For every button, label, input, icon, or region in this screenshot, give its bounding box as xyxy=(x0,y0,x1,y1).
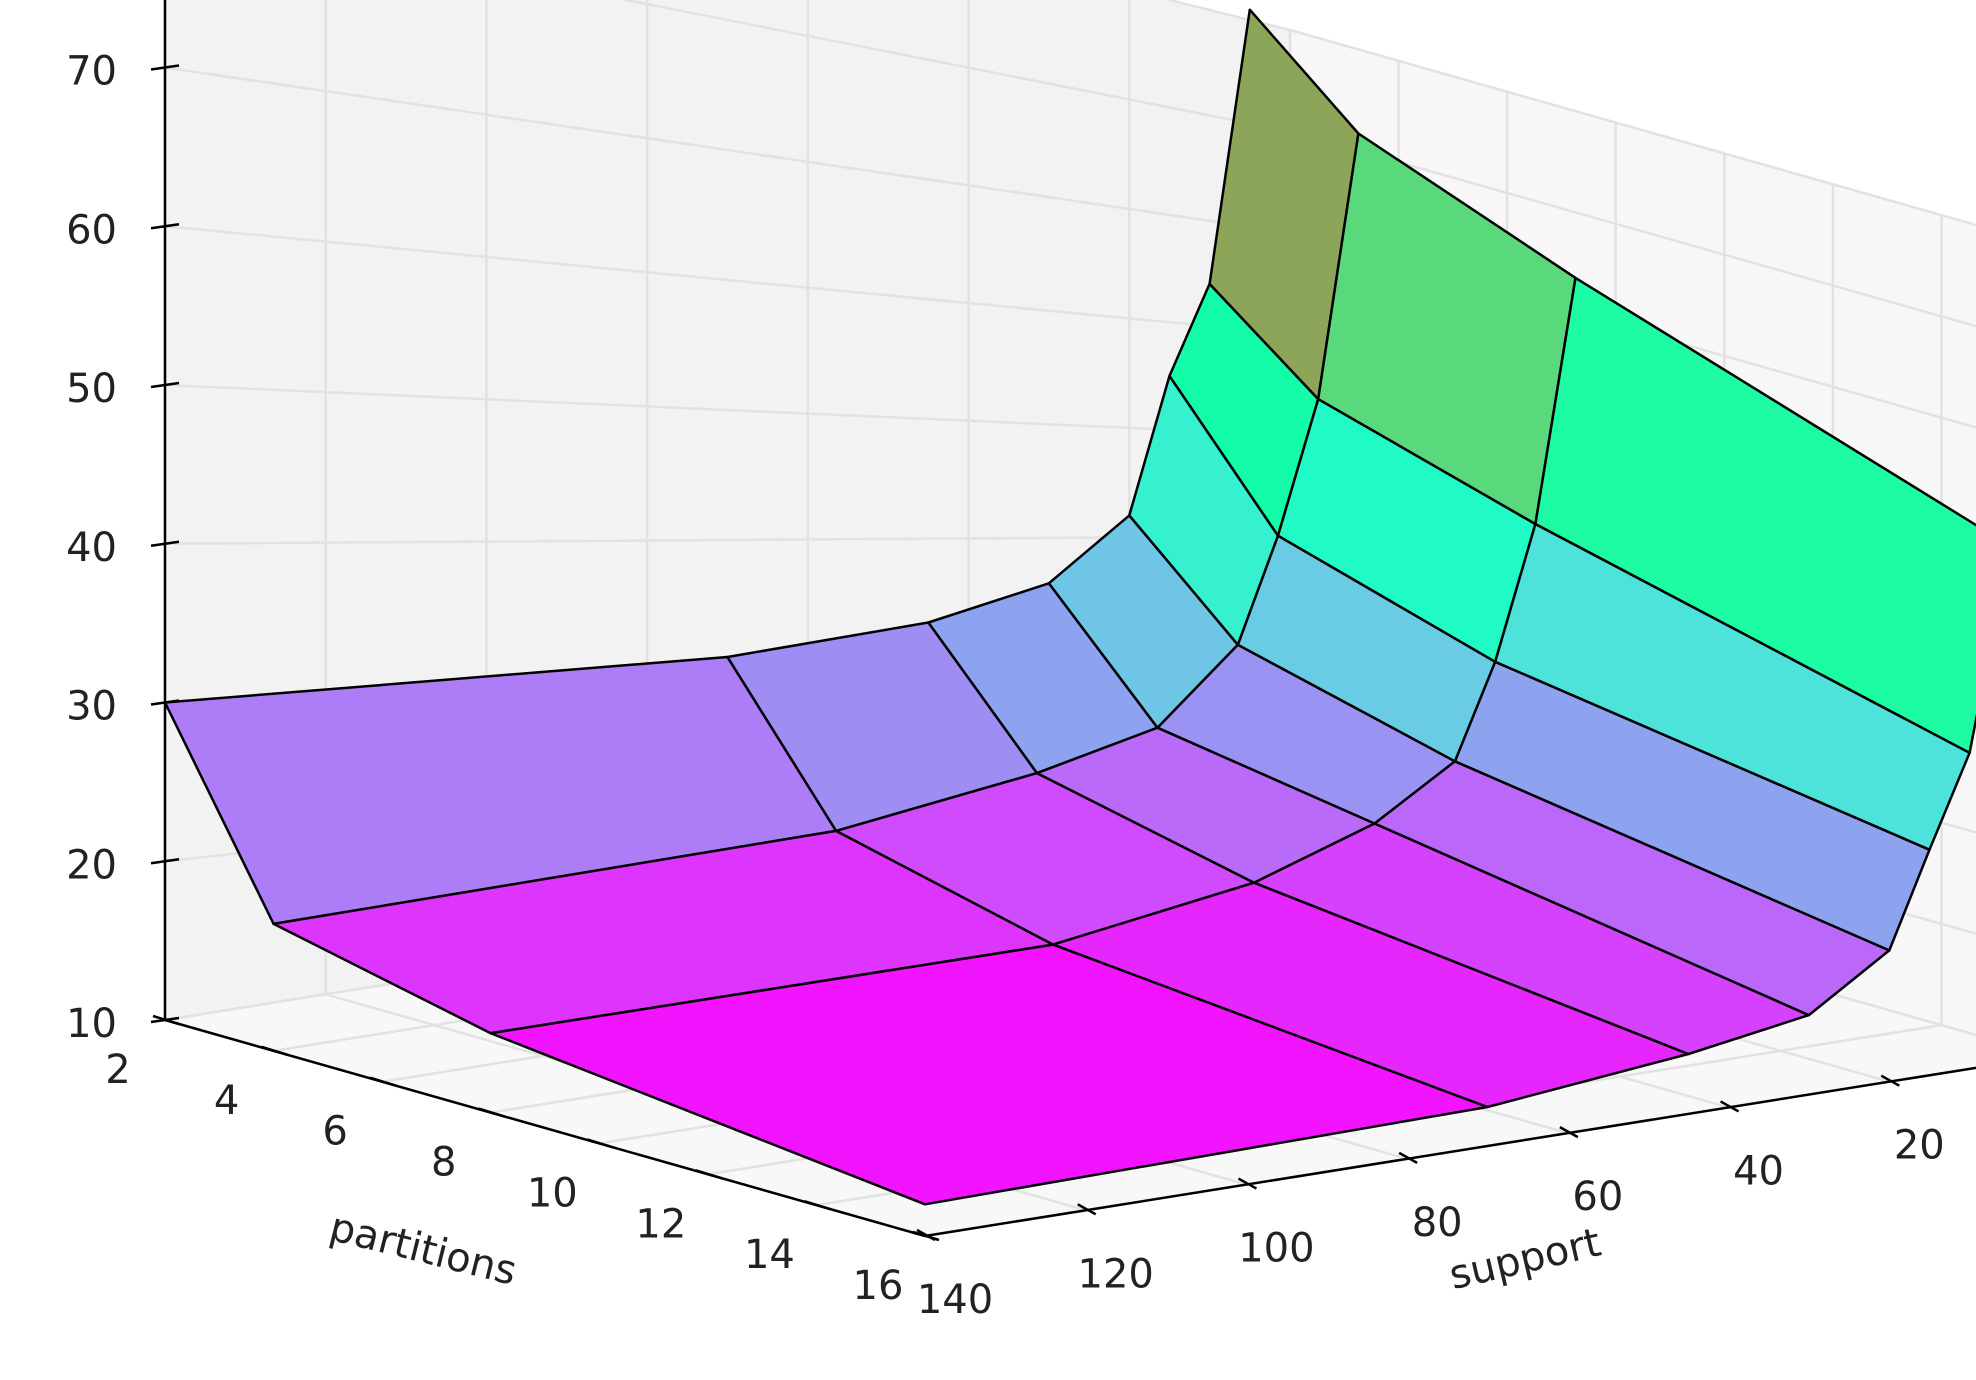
axes: 1020304050607080902468101214160204060801… xyxy=(66,0,1976,1323)
y-tick xyxy=(1559,1126,1579,1139)
surface-patch xyxy=(1534,276,1976,755)
x-tick xyxy=(261,1045,288,1057)
y-tick xyxy=(1237,1177,1258,1190)
y-tick-label: 40 xyxy=(1733,1148,1784,1194)
x-tick xyxy=(695,1169,723,1180)
grid-line-z xyxy=(1289,28,1976,227)
x-tick xyxy=(804,1199,831,1211)
y-tick xyxy=(1398,1151,1418,1164)
y-tick xyxy=(916,1228,936,1242)
surface xyxy=(163,8,1976,1206)
z-tick xyxy=(150,223,180,230)
y-axis-line xyxy=(924,1066,1976,1238)
y-tick-label: 140 xyxy=(917,1277,993,1323)
grid-line-z xyxy=(619,0,1291,133)
x-tick-label: 12 xyxy=(635,1201,686,1247)
x-axis-label: partitions xyxy=(325,1204,521,1295)
x-tick xyxy=(586,1138,614,1149)
y-tick xyxy=(1719,1100,1740,1113)
z-tick xyxy=(150,381,180,389)
x-tick xyxy=(152,1014,180,1026)
y-tick xyxy=(1880,1074,1900,1087)
grid-line-z xyxy=(164,225,1291,335)
x-tick xyxy=(369,1076,397,1087)
x-tick-label: 16 xyxy=(853,1263,904,1309)
z-tick-label: 20 xyxy=(66,842,117,888)
x-axis-line xyxy=(164,1018,926,1238)
x-tick-label: 14 xyxy=(744,1232,795,1278)
y-tick-label: 20 xyxy=(1894,1123,1945,1169)
x-tick-label: 10 xyxy=(527,1170,578,1216)
z-tick-label: 10 xyxy=(66,1001,117,1047)
x-tick-label: 6 xyxy=(322,1109,347,1155)
x-tick-label: 8 xyxy=(431,1140,456,1186)
z-tick xyxy=(150,858,180,865)
grid-line-z xyxy=(1289,130,1976,328)
z-tick-label: 30 xyxy=(66,684,117,730)
z-tick-label: 40 xyxy=(66,525,117,571)
z-tick xyxy=(150,64,180,71)
y-tick-label: 100 xyxy=(1238,1226,1314,1272)
y-tick xyxy=(1077,1203,1097,1216)
z-tick-label: 60 xyxy=(66,207,117,253)
z-tick xyxy=(150,540,180,547)
y-tick-label: 120 xyxy=(1078,1251,1154,1297)
y-tick-label: 80 xyxy=(1412,1200,1463,1246)
z-tick-label: 50 xyxy=(66,366,117,412)
z-tick xyxy=(150,699,180,706)
y-axis-label: support xyxy=(1445,1220,1605,1299)
x-tick xyxy=(478,1107,506,1118)
z-tick-label: 70 xyxy=(66,49,117,95)
x-tick-label: 4 xyxy=(214,1078,239,1124)
grid-line-z xyxy=(164,383,1291,437)
y-tick-label: 60 xyxy=(1572,1174,1623,1220)
x-tick-label: 2 xyxy=(105,1047,130,1093)
grid-line-z xyxy=(164,66,1291,234)
